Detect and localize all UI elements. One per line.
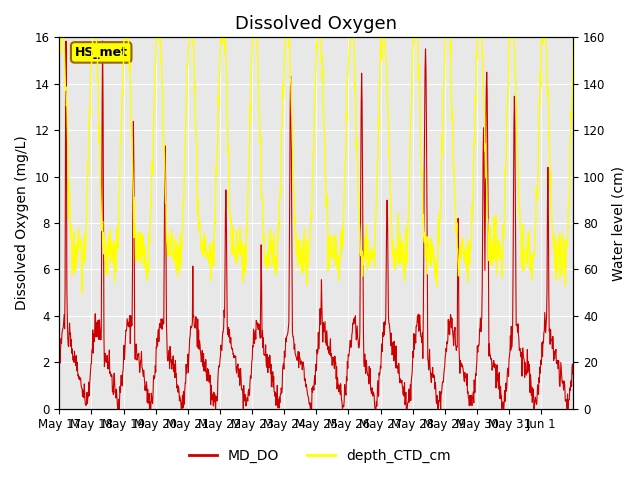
Text: HS_met: HS_met: [75, 46, 128, 59]
Y-axis label: Water level (cm): Water level (cm): [611, 166, 625, 280]
Legend: MD_DO, depth_CTD_cm: MD_DO, depth_CTD_cm: [184, 443, 456, 468]
Title: Dissolved Oxygen: Dissolved Oxygen: [236, 15, 397, 33]
Y-axis label: Dissolved Oxygen (mg/L): Dissolved Oxygen (mg/L): [15, 136, 29, 311]
